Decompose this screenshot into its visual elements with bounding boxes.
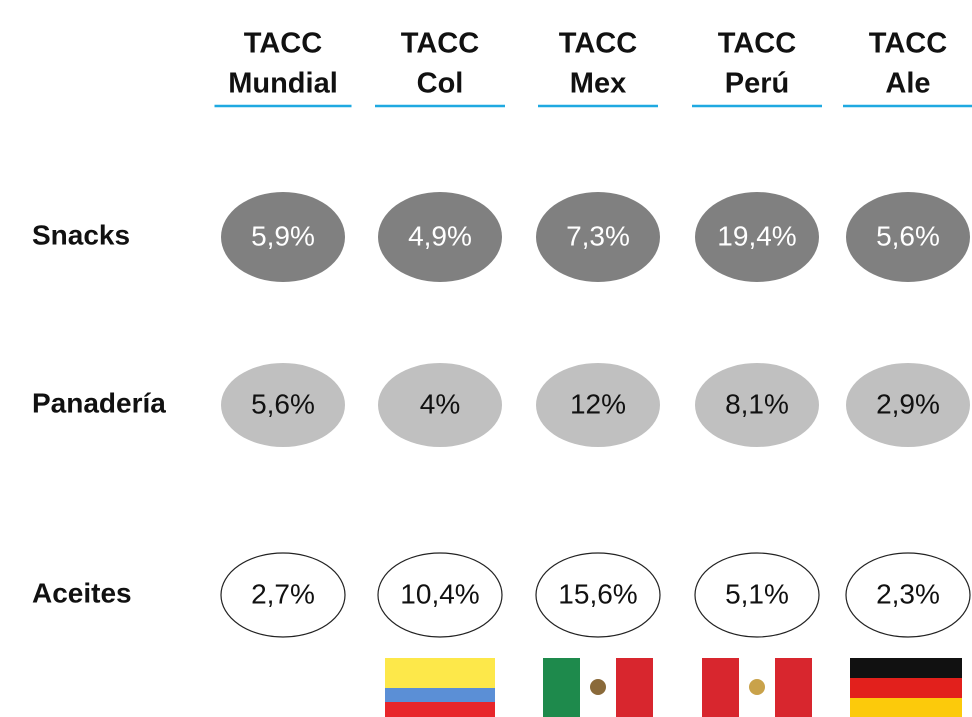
cell-value: 2,3% bbox=[876, 578, 940, 609]
row-label: Panadería bbox=[32, 387, 166, 418]
cell-value: 5,1% bbox=[725, 578, 789, 609]
value-ellipse bbox=[536, 363, 660, 447]
cell-value: 5,6% bbox=[876, 220, 940, 251]
cell-value: 2,9% bbox=[876, 388, 940, 419]
value-ellipse bbox=[536, 192, 660, 282]
cell-value: 15,6% bbox=[558, 578, 637, 609]
flag-peru bbox=[702, 658, 812, 717]
value-ellipse bbox=[695, 363, 819, 447]
value-ellipse bbox=[846, 192, 970, 282]
flag-colombia bbox=[385, 658, 495, 717]
cell-value: 19,4% bbox=[717, 220, 796, 251]
row-label: Aceites bbox=[32, 577, 132, 608]
column-header-line1: TACC bbox=[401, 28, 479, 60]
flag-germany bbox=[850, 658, 962, 717]
value-ellipse bbox=[378, 192, 502, 282]
cell-value: 4,9% bbox=[408, 220, 472, 251]
value-ellipse bbox=[220, 552, 346, 638]
column-header-line1: TACC bbox=[718, 28, 796, 60]
cell-value: 4% bbox=[420, 388, 460, 419]
cell-value: 5,9% bbox=[251, 220, 315, 251]
cell-value: 10,4% bbox=[400, 578, 479, 609]
value-ellipse bbox=[378, 363, 502, 447]
flag-mexico bbox=[543, 658, 653, 717]
row-label: Snacks bbox=[32, 219, 130, 250]
column-header-line2: Perú bbox=[725, 68, 789, 100]
column-header-line2: Col bbox=[417, 68, 464, 100]
column-header-line2: Ale bbox=[885, 68, 930, 100]
value-ellipse bbox=[694, 552, 820, 638]
column-header-line1: TACC bbox=[869, 28, 947, 60]
value-ellipse bbox=[221, 192, 345, 282]
cell-value: 12% bbox=[570, 388, 626, 419]
column-header-line1: TACC bbox=[244, 28, 322, 60]
value-ellipse bbox=[377, 552, 503, 638]
column-header-line2: Mundial bbox=[228, 68, 338, 100]
value-ellipse bbox=[221, 363, 345, 447]
value-ellipse bbox=[846, 363, 970, 447]
cell-value: 2,7% bbox=[251, 578, 315, 609]
column-header-line1: TACC bbox=[559, 28, 637, 60]
value-ellipse bbox=[535, 552, 661, 638]
column-header-line2: Mex bbox=[570, 68, 626, 100]
cell-value: 5,6% bbox=[251, 388, 315, 419]
cell-value: 7,3% bbox=[566, 220, 630, 251]
value-ellipse bbox=[695, 192, 819, 282]
value-ellipse bbox=[845, 552, 971, 638]
cell-value: 8,1% bbox=[725, 388, 789, 419]
